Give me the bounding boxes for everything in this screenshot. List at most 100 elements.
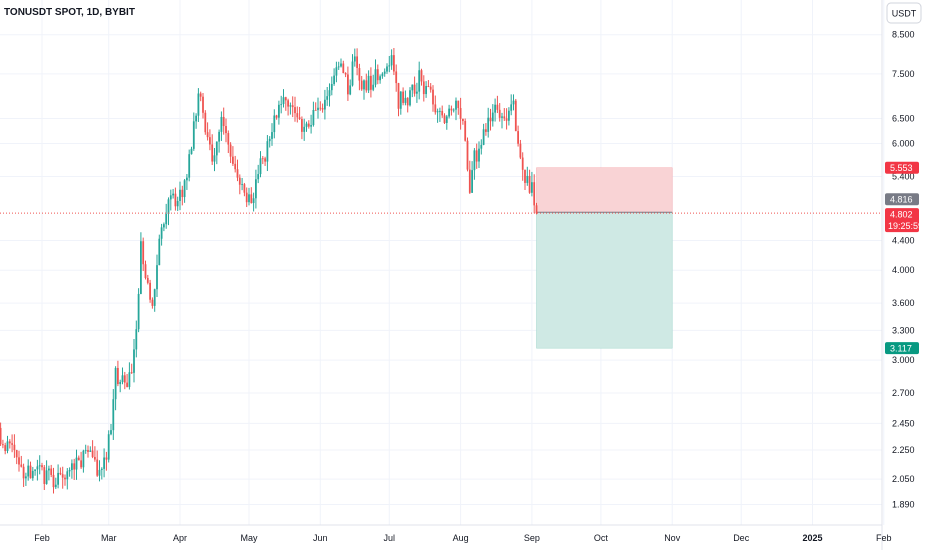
candle[interactable] [107,430,110,463]
candle[interactable] [140,232,142,295]
candle[interactable] [349,79,352,96]
candle[interactable] [501,112,503,129]
candle[interactable] [66,468,69,490]
candle[interactable] [370,67,372,98]
candle[interactable] [31,466,34,481]
candle[interactable] [234,155,237,173]
candle[interactable] [314,102,317,111]
candle[interactable] [526,166,529,186]
candle[interactable] [158,234,161,266]
candle[interactable] [57,464,59,489]
candle[interactable] [347,66,349,101]
candle[interactable] [395,64,398,92]
take-profit-zone[interactable] [536,211,673,349]
candle[interactable] [455,97,457,121]
candle[interactable] [117,360,119,387]
candle[interactable] [222,107,225,135]
candle[interactable] [220,111,223,141]
candle[interactable] [399,91,402,115]
candle[interactable] [202,93,204,119]
candle[interactable] [199,91,202,102]
candle[interactable] [328,83,331,107]
candle[interactable] [383,68,386,77]
candle[interactable] [301,116,303,140]
candle[interactable] [482,123,485,146]
candle[interactable] [84,444,87,454]
candle[interactable] [87,445,89,458]
candle[interactable] [464,118,467,142]
candle[interactable] [376,64,379,85]
candle[interactable] [77,455,80,461]
candle[interactable] [209,129,211,151]
candle[interactable] [305,121,308,132]
candle[interactable] [52,467,55,494]
candle[interactable] [519,139,522,160]
candle[interactable] [261,156,264,165]
candle[interactable] [204,110,207,135]
currency-button-label[interactable]: USDT [892,9,917,19]
candle[interactable] [514,98,517,132]
candle[interactable] [487,107,490,138]
candles[interactable] [0,48,538,494]
candle[interactable] [427,80,430,88]
candle[interactable] [54,477,57,489]
candle[interactable] [365,73,368,93]
candle[interactable] [27,459,30,481]
candle[interactable] [287,98,289,116]
candle[interactable] [409,87,411,107]
candle[interactable] [192,112,195,151]
candle[interactable] [197,88,200,122]
candle[interactable] [402,87,404,106]
candle[interactable] [429,83,432,93]
candle[interactable] [358,63,361,91]
currency-button[interactable]: USDT [886,2,922,24]
candle[interactable] [153,288,156,312]
candle[interactable] [434,95,437,115]
candle[interactable] [119,379,122,393]
candle[interactable] [381,72,384,79]
candle[interactable] [82,449,85,473]
candle[interactable] [282,89,285,108]
candle[interactable] [110,423,112,436]
candle[interactable] [22,463,25,487]
candle[interactable] [61,466,64,489]
candle[interactable] [243,182,246,197]
candle[interactable] [531,171,533,197]
candle[interactable] [163,222,165,232]
candle[interactable] [206,122,209,141]
candle[interactable] [505,108,508,130]
candle[interactable] [41,462,43,471]
candle[interactable] [176,196,179,212]
candle[interactable] [59,467,62,476]
candle[interactable] [450,105,453,116]
candle[interactable] [225,118,227,143]
candle[interactable] [459,97,462,130]
candle[interactable] [128,362,131,390]
candle[interactable] [213,148,216,172]
candle[interactable] [15,449,18,465]
time-axis[interactable]: Feb Mar Apr May Jun Jul Aug Sep Oct Nov Dec 2025 Feb [34,533,891,543]
candle[interactable] [146,274,149,285]
candle[interactable] [503,108,506,121]
candle[interactable] [259,151,262,178]
candle[interactable] [307,120,310,129]
candle[interactable] [215,141,218,165]
candle[interactable] [8,439,11,449]
candle[interactable] [43,465,46,490]
candle[interactable] [468,160,471,194]
candle[interactable] [126,373,128,388]
candle[interactable] [13,434,16,458]
candle[interactable] [291,96,294,118]
candle[interactable] [528,169,531,194]
candle[interactable] [89,446,92,452]
candle[interactable] [494,98,496,122]
candle[interactable] [266,135,269,172]
candle[interactable] [34,469,36,476]
candle[interactable] [50,464,53,478]
candle[interactable] [6,435,9,454]
candle[interactable] [406,97,409,113]
candle[interactable] [404,90,407,106]
candle[interactable] [388,55,391,73]
candle[interactable] [218,129,220,153]
candle[interactable] [64,474,66,486]
